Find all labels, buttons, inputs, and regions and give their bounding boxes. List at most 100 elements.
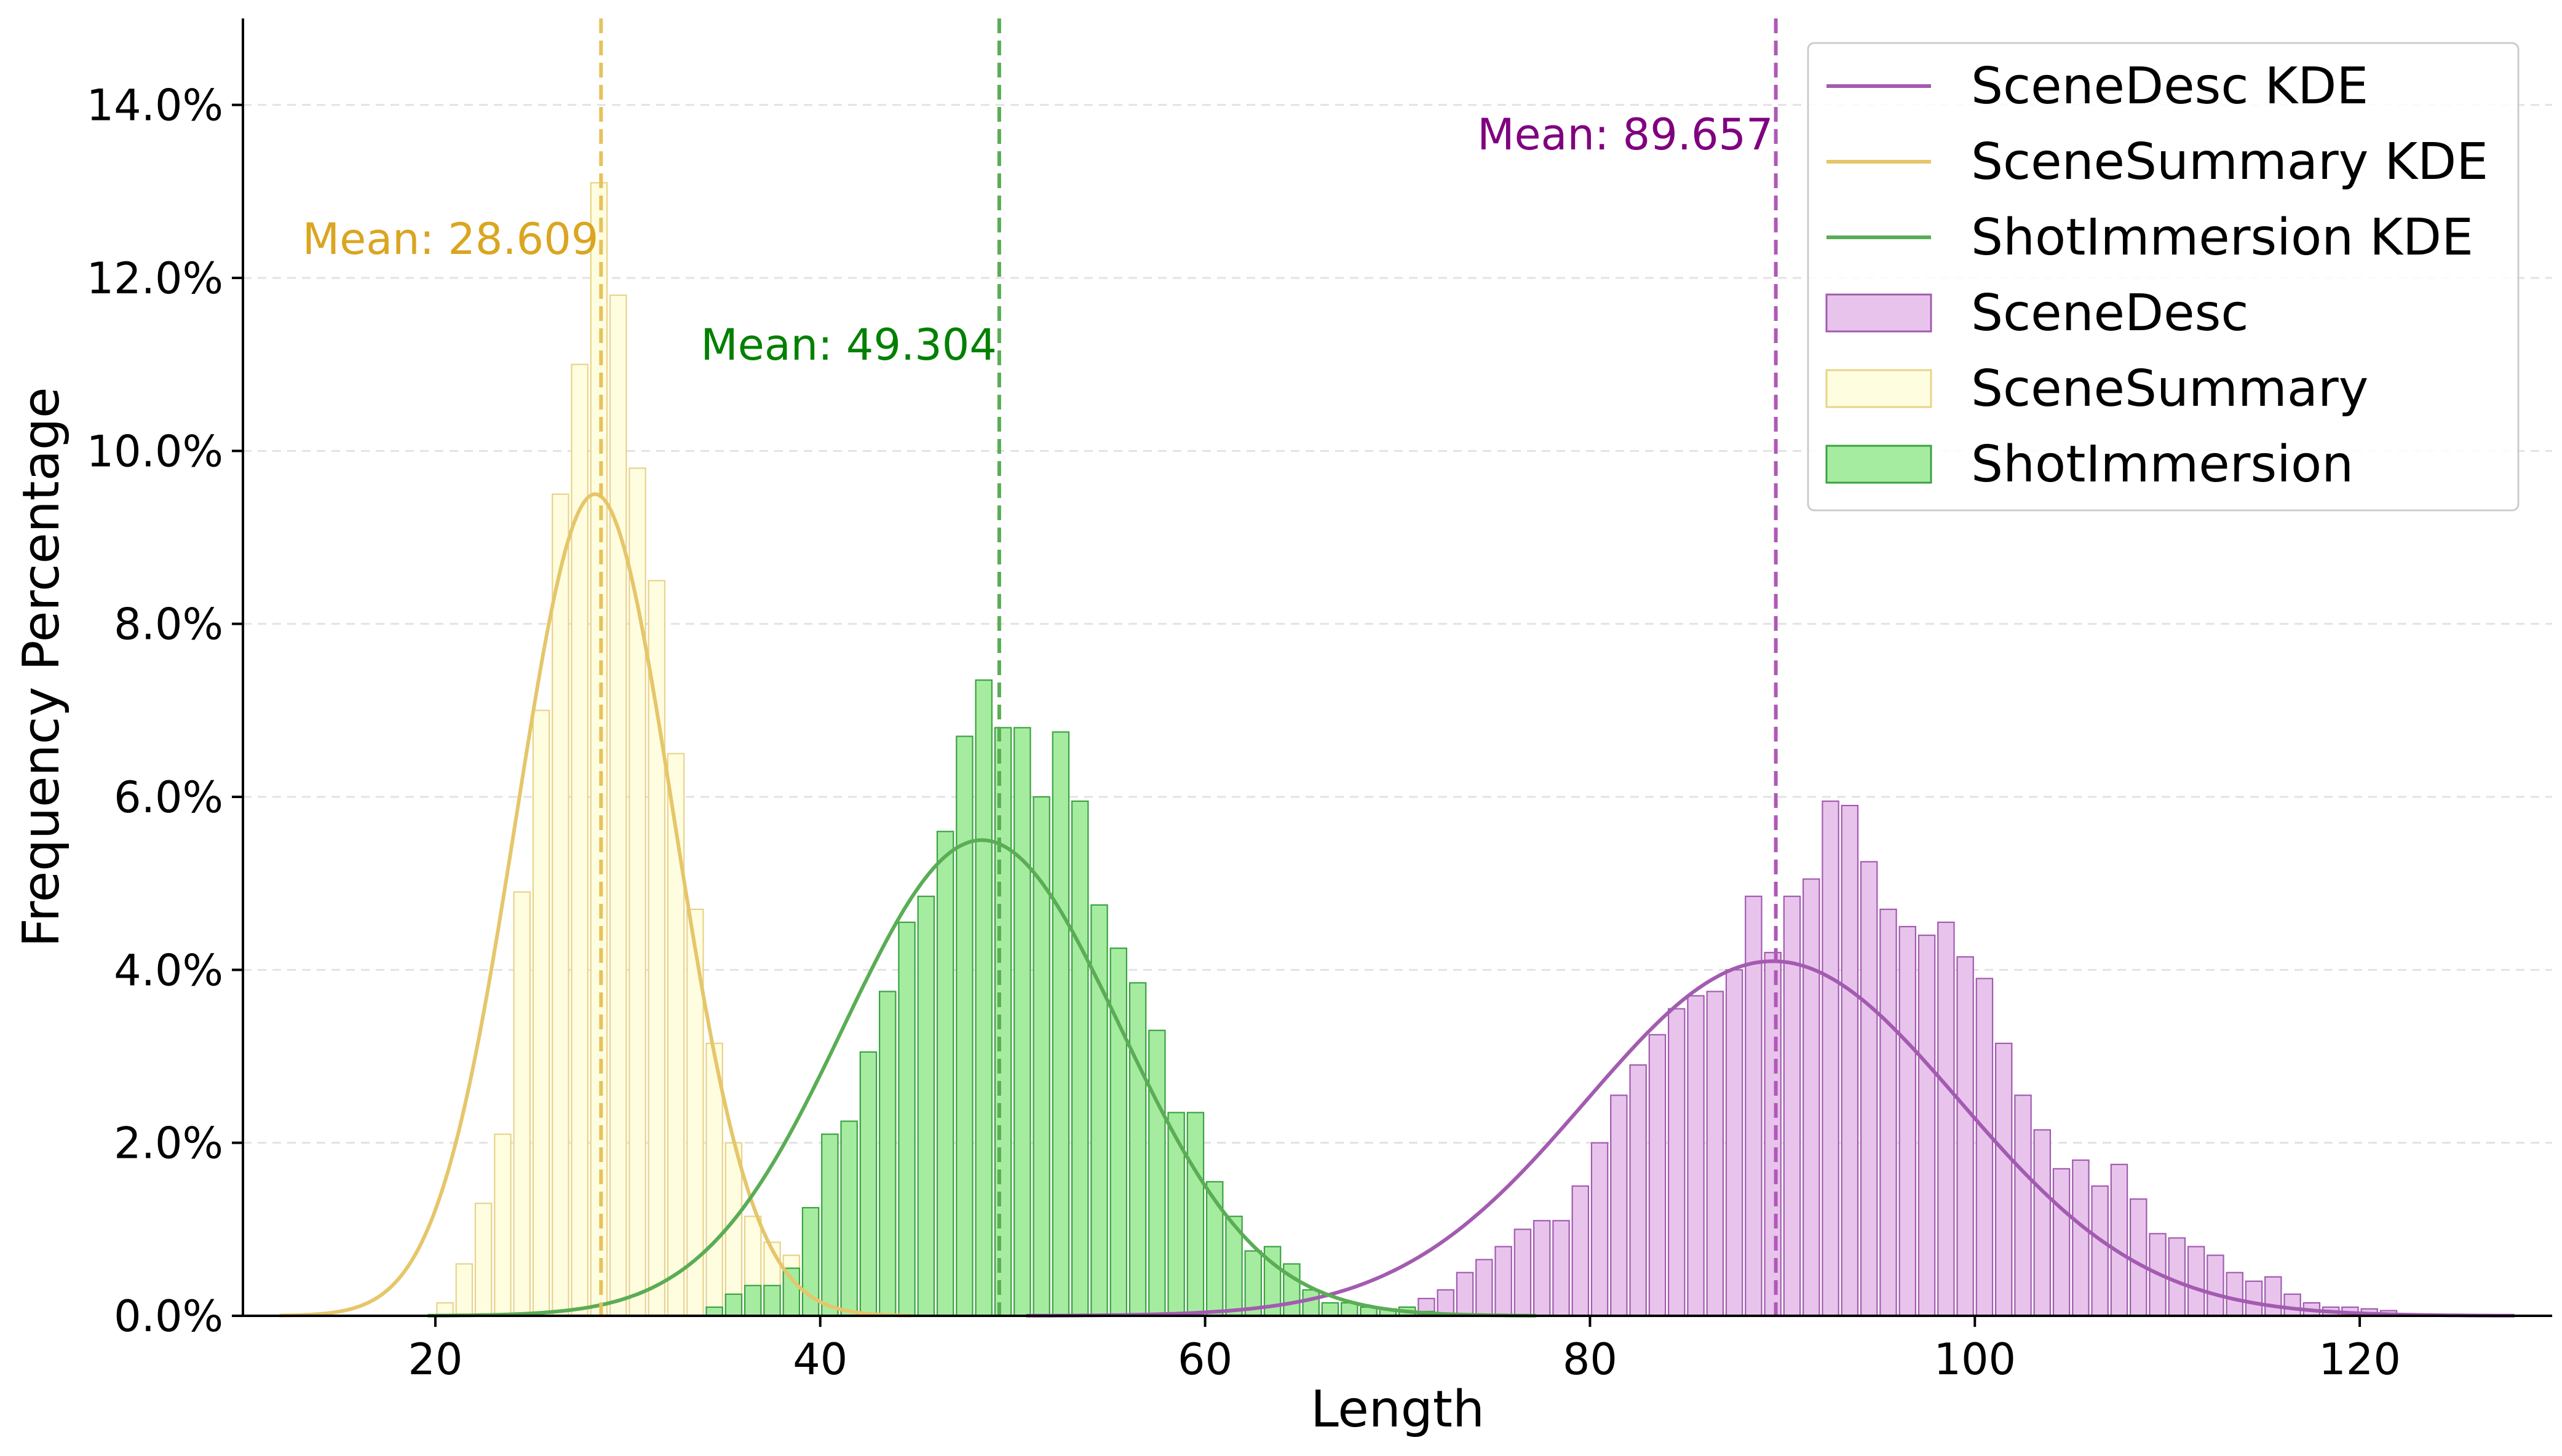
histogram-bar (648, 580, 666, 1317)
histogram-bar (2207, 1254, 2224, 1317)
histogram-bar (2033, 1129, 2052, 1317)
kde-curve (427, 838, 1536, 1318)
histogram-bar (705, 1306, 723, 1317)
histogram-bar (629, 467, 646, 1317)
y-tick-label: 4.0% (114, 945, 223, 995)
legend-patch-swatch (1825, 369, 1932, 408)
histogram-bar (1860, 861, 1878, 1317)
y-tick-label: 8.0% (114, 599, 223, 650)
histogram-bar (1610, 1094, 1628, 1317)
histogram-bar (1975, 978, 1994, 1317)
histogram-bar (2283, 1293, 2301, 1317)
histogram-bar (840, 1120, 858, 1317)
histogram-bar (724, 1293, 743, 1317)
histogram-bar (2226, 1272, 2243, 1317)
x-tick-label: 120 (2318, 1334, 2401, 1385)
histogram-bar (1745, 895, 1763, 1317)
histogram-bar (474, 1203, 493, 1317)
grid-lines (243, 104, 2552, 1144)
legend-label: SceneSummary (1971, 360, 2368, 418)
histogram-bar (936, 831, 954, 1317)
histogram-bar (1822, 800, 1839, 1317)
histogram-bar (1109, 948, 1128, 1317)
y-tick-label: 14.0% (87, 81, 223, 131)
histogram-bar (2187, 1246, 2205, 1317)
x-axis-title: Length (1311, 1380, 1485, 1439)
histogram-bar (1937, 921, 1955, 1317)
histogram-bar (956, 735, 974, 1317)
histogram-bar (2245, 1280, 2263, 1317)
histogram-bar (782, 1267, 801, 1317)
histogram-bar (494, 1133, 512, 1317)
x-tick-label: 80 (1563, 1334, 1617, 1385)
kde-curve (1026, 959, 2515, 1318)
legend-label: SceneDesc KDE (1971, 57, 2368, 116)
histogram-bar (1321, 1302, 1339, 1317)
y-tick-label: 12.0% (87, 253, 223, 304)
histogram-bar (667, 753, 685, 1317)
x-tick-label: 20 (408, 1334, 462, 1385)
histogram-bar (1148, 1029, 1166, 1317)
histogram-bar (590, 182, 608, 1317)
histogram-bar (1841, 804, 1859, 1317)
histogram-bar (1090, 904, 1108, 1317)
histogram-bar (1302, 1289, 1320, 1317)
histogram-bar (975, 679, 993, 1317)
histogram-bar (898, 921, 916, 1317)
histogram-bar (1071, 800, 1089, 1317)
x-tick-label: 40 (793, 1334, 847, 1385)
y-tick-label: 10.0% (87, 426, 223, 477)
y-tick-label: 0.0% (114, 1291, 223, 1342)
histogram-bar (2168, 1237, 2186, 1317)
histogram-bar (1918, 934, 1936, 1317)
histogram-bar (1898, 925, 1916, 1317)
kde-curve (279, 492, 911, 1318)
histogram-bar (1205, 1181, 1224, 1317)
histogram-bar (763, 1284, 781, 1317)
histogram-bar (1456, 1272, 1474, 1317)
histogram-bar (513, 891, 531, 1317)
histogram-bar (1803, 878, 1820, 1317)
histogram-bar (1533, 1220, 1551, 1317)
histogram-bar (1706, 991, 1724, 1317)
histogram-bar (1186, 1112, 1205, 1317)
mean-label: Mean: 89.657 (1477, 109, 1774, 160)
histogram-bar (2129, 1198, 2148, 1317)
histogram-bar (455, 1263, 474, 1317)
y-tick-label: 6.0% (114, 772, 223, 823)
histogram-bar (1667, 1008, 1686, 1317)
histogram-bar (1725, 969, 1743, 1317)
histogram-bar (1244, 1250, 1263, 1317)
histogram-bar (1128, 982, 1147, 1317)
legend-label: SceneDesc (1971, 284, 2248, 342)
histogram-bar (532, 710, 550, 1317)
histogram-bar (2264, 1276, 2282, 1317)
histogram-bar (2091, 1185, 2109, 1317)
histogram-bar (744, 1284, 762, 1317)
histogram-bar (1687, 995, 1705, 1317)
histogram-bar (1437, 1289, 1454, 1317)
histogram-bar (1571, 1185, 1590, 1317)
histogram-bar (859, 1051, 878, 1317)
histogram-bar (1629, 1064, 1647, 1317)
axis-ticks: 20 40 60 80 100 120 0.0% 2.0% 4.0% 6.0% 8.0% 10.0% 1… (87, 81, 2401, 1385)
histogram-bar (2110, 1163, 2128, 1317)
histogram-bar (1552, 1220, 1570, 1317)
y-tick-label: 2.0% (114, 1118, 223, 1169)
histogram-bar (1764, 952, 1782, 1317)
kde-curves (279, 492, 2515, 1318)
histogram-bar (609, 295, 627, 1317)
mean-lines: Mean: 89.657 Mean: 28.609 Mean: 49.304 (303, 18, 1778, 1316)
histogram-bar (1052, 731, 1070, 1317)
histogram-bar (2072, 1159, 2090, 1317)
histogram-bar (1494, 1246, 1512, 1317)
mean-label: Mean: 49.304 (700, 320, 997, 370)
histogram-bar (1475, 1259, 1493, 1317)
histogram-bar (1590, 1142, 1609, 1317)
histogram-bar (1513, 1228, 1532, 1317)
legend-label: ShotImmersion (1971, 435, 2354, 494)
legend-frame (1807, 42, 2520, 512)
histogram-bar (821, 1133, 839, 1317)
histogram-bar (1879, 908, 1897, 1317)
